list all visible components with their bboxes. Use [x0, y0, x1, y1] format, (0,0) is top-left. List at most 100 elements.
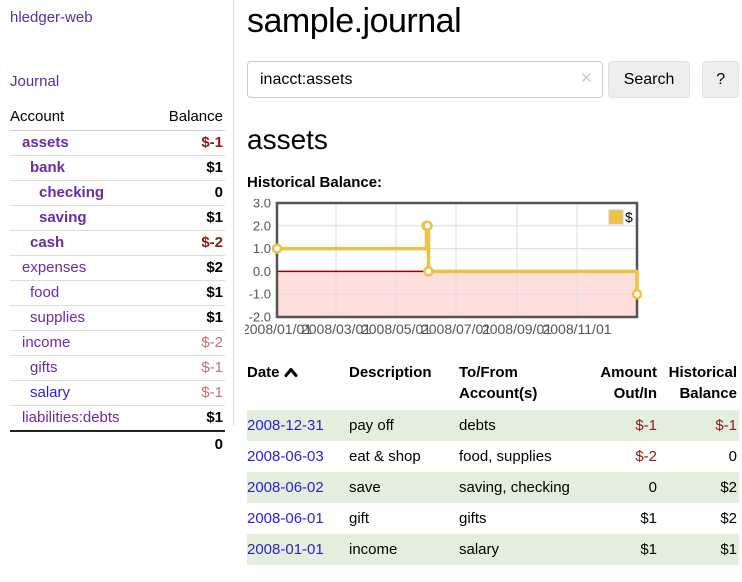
chart-svg: $3.0 2.0 1.0 0.0 -1.0 -2.02008/01/012008/03/0… [242, 196, 643, 337]
register-header-amount: Amount Out/In [600, 364, 657, 402]
account-heading: assets [247, 124, 328, 155]
transaction-description: income [349, 541, 398, 558]
account-row: cash $-2 [10, 230, 225, 256]
transaction-date-link[interactable]: 2008-06-03 [247, 448, 324, 465]
account-balance: $-2 [201, 234, 223, 251]
account-link-saving[interactable]: saving [39, 209, 87, 226]
transaction-date-link[interactable]: 2008-06-02 [247, 479, 324, 496]
svg-text:-1.0: -1.0 [249, 287, 271, 302]
x-axis-tick-label: 2008/03/01 [301, 321, 371, 337]
transaction-accounts: debts [459, 417, 496, 434]
transaction-balance: $2 [720, 479, 737, 496]
transaction-balance: $-1 [715, 417, 737, 434]
transaction-balance: 0 [728, 448, 737, 465]
accounts-table: Account Balance assets $-1 bank $1 checking 0… [10, 104, 225, 457]
transaction-amount: $1 [640, 510, 657, 527]
data-point-marker [423, 266, 434, 277]
account-link-income[interactable]: income [22, 334, 71, 351]
accounts-total-row: 0 [10, 431, 225, 457]
transaction-accounts: food, supplies [459, 448, 552, 465]
transaction-row: 2008-06-01 gift gifts $1 $2 [247, 503, 739, 534]
account-balance: $2 [206, 259, 223, 276]
sidebar: hledger-web Journal Account Balance asse… [0, 0, 234, 453]
account-balance: $1 [206, 409, 223, 426]
account-link-liabilities-debts[interactable]: liabilities:debts [22, 409, 120, 426]
register-header-description: Description [349, 364, 432, 381]
transaction-description: eat & shop [349, 448, 421, 465]
search-form: ✕ Search ? [247, 61, 739, 98]
transaction-date-link[interactable]: 2008-12-31 [247, 417, 324, 434]
accounts-header-account: Account [10, 108, 65, 125]
transaction-row: 2008-01-01 income salary $1 $1 [247, 534, 739, 565]
app-title-link[interactable]: hledger-web [10, 9, 93, 26]
legend-swatch [608, 209, 624, 225]
account-row: salary $-1 [10, 380, 225, 406]
sort-ascending-icon [284, 363, 298, 384]
transaction-description: pay off [349, 417, 394, 434]
data-point-marker [631, 288, 643, 300]
register-header-balance: Historical Balance [668, 364, 737, 402]
transaction-amount: 0 [648, 479, 657, 496]
svg-text:1.0: 1.0 [253, 241, 271, 256]
svg-text:0.0: 0.0 [253, 264, 271, 279]
page-title: sample.journal [247, 2, 462, 40]
legend-label: $ [625, 209, 633, 225]
account-row: gifts $-1 [10, 355, 225, 381]
register-header-accounts: To/From Account(s) [459, 364, 538, 402]
x-axis-tick-label: 2008/07/01 [421, 321, 491, 337]
account-link-expenses[interactable]: expenses [22, 259, 87, 276]
transaction-date-link[interactable]: 2008-01-01 [247, 541, 324, 558]
clear-search-icon[interactable]: ✕ [580, 70, 593, 87]
account-balance: $1 [206, 159, 223, 176]
account-link-bank[interactable]: bank [30, 159, 66, 176]
account-balance: $1 [206, 209, 223, 226]
register-table-header: Date Description To/From Account(s) Amou… [247, 358, 739, 410]
transaction-description: save [349, 479, 381, 496]
account-row: supplies $1 [10, 305, 225, 331]
account-row: liabilities:debts $1 [10, 405, 225, 432]
search-box: ✕ [247, 61, 603, 98]
account-link-supplies[interactable]: supplies [30, 309, 86, 326]
x-axis-tick-label: 2008/11/01 [542, 321, 611, 337]
account-link-assets[interactable]: assets [22, 134, 69, 151]
search-input[interactable] [247, 61, 603, 98]
account-link-salary[interactable]: salary [30, 384, 71, 401]
accounts-total-value: 0 [214, 436, 223, 453]
x-axis-tick-label: 2008/05/01 [361, 321, 431, 337]
x-axis-tick-label: 2008/01/01 [245, 321, 312, 337]
transaction-balance: $2 [720, 510, 737, 527]
search-button[interactable]: Search [607, 61, 691, 98]
account-row: bank $1 [10, 155, 225, 181]
data-point-marker [271, 243, 283, 254]
transaction-accounts: saving, checking [459, 479, 570, 496]
account-link-checking[interactable]: checking [39, 184, 105, 201]
transaction-accounts: gifts [459, 510, 487, 527]
transaction-row: 2008-06-03 eat & shop food, supplies $-2 0 [247, 441, 739, 472]
svg-text:2.0: 2.0 [253, 218, 271, 233]
register-header-date[interactable]: Date [247, 358, 349, 410]
account-link-cash[interactable]: cash [30, 234, 65, 251]
transaction-accounts: salary [459, 541, 500, 558]
account-link-food[interactable]: food [30, 284, 60, 301]
transaction-description: gift [349, 510, 370, 527]
account-balance: $1 [206, 284, 223, 301]
transaction-amount: $1 [640, 541, 657, 558]
account-link-gifts[interactable]: gifts [30, 359, 58, 376]
chart-title-label: Historical Balance: [247, 174, 383, 191]
historical-balance-chart: $3.0 2.0 1.0 0.0 -1.0 -2.0 2008/01/01 2008/03/0… [242, 196, 739, 344]
sidebar-item-journal[interactable]: Journal [10, 73, 60, 90]
account-balance: $-1 [201, 134, 223, 151]
account-balance: $1 [206, 309, 223, 326]
help-button[interactable]: ? [702, 61, 739, 98]
x-axis-tick-label: 2008/09/01 [482, 321, 552, 337]
svg-text:3.0: 3.0 [253, 199, 271, 211]
svg-text:-2.0: -2.0 [249, 310, 271, 325]
register-table: Date Description To/From Account(s) Amou… [247, 358, 739, 565]
account-row: assets $-1 [10, 131, 225, 156]
transaction-row: 2008-06-02 save saving, checking 0 $2 [247, 472, 739, 503]
transaction-row: 2008-12-31 pay off debts $-1 $-1 [247, 410, 739, 441]
account-balance: 0 [214, 184, 223, 201]
accounts-header-balance: Balance [168, 108, 223, 125]
transaction-date-link[interactable]: 2008-06-01 [247, 510, 324, 527]
account-balance: $-2 [201, 334, 223, 351]
